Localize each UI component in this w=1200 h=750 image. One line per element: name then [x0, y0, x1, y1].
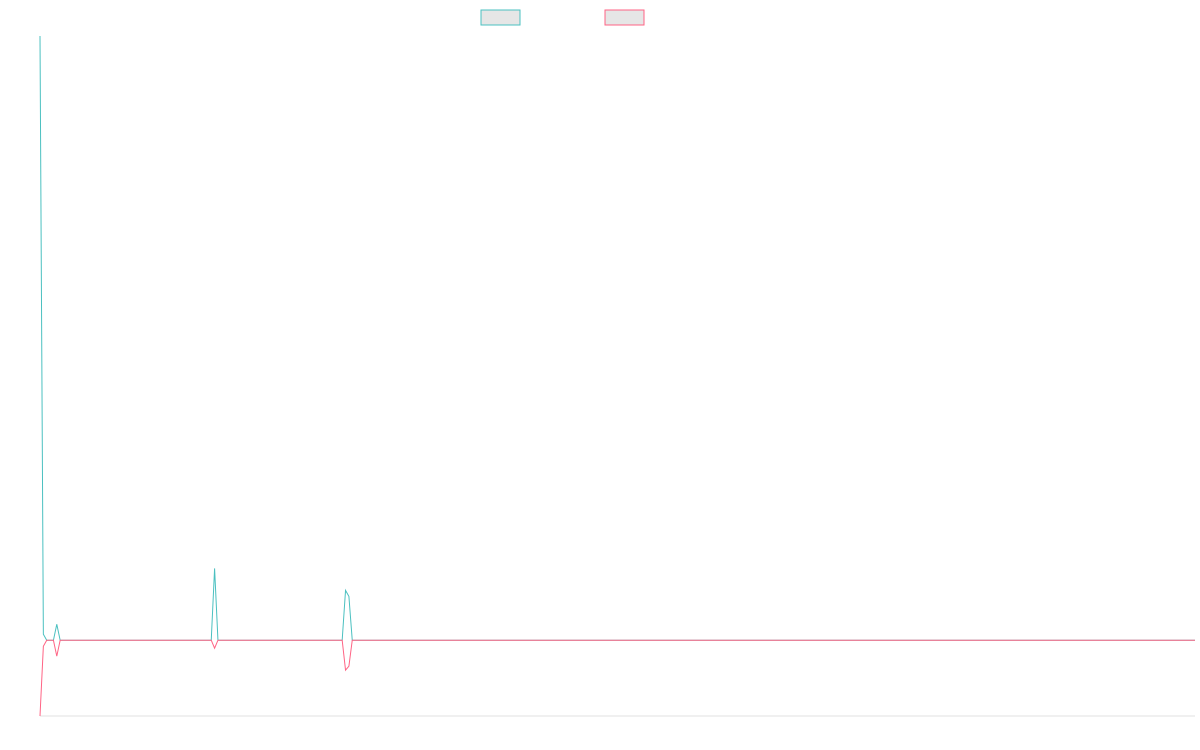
series-line-a	[39, 35, 1195, 641]
chart-legend	[480, 9, 645, 26]
legend-swatch-series-a[interactable]	[480, 9, 521, 26]
legend-swatch-series-b[interactable]	[604, 9, 645, 26]
series-layer	[39, 35, 1195, 717]
series-line-b	[39, 639, 1195, 717]
